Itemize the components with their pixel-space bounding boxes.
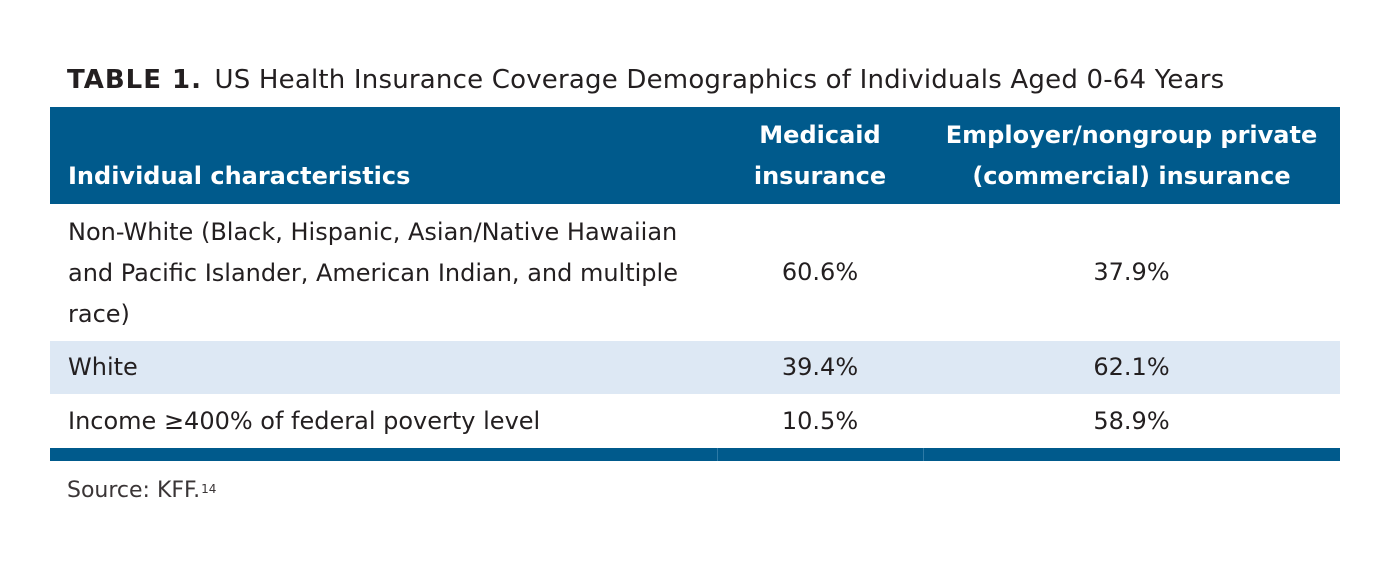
bottom-rule-segment	[718, 448, 924, 461]
table-row: Non-White (Black, Hispanic, Asian/Native…	[50, 204, 1340, 341]
table-title: US Health Insurance Coverage Demographic…	[214, 65, 1225, 95]
row-private-value: 62.1%	[1093, 353, 1170, 381]
table-label: TABLE 1.	[67, 65, 203, 95]
row-private-value: 58.9%	[1093, 406, 1170, 435]
bottom-rule-segment	[50, 448, 718, 461]
row-medicaid-value: 60.6%	[781, 258, 859, 286]
header-characteristics: Individual characteristics	[68, 162, 411, 190]
row-characteristic: Income ≥400% of federal poverty level	[68, 406, 541, 435]
coverage-table: Individual characteristics Medicaid insu…	[50, 107, 1340, 461]
source-note: Source: KFF.14	[67, 474, 216, 508]
table-row: White 39.4% 62.1%	[50, 341, 1340, 394]
row-medicaid-value: 10.5%	[781, 406, 859, 435]
table-header-row: Individual characteristics Medicaid insu…	[50, 107, 1340, 204]
row-characteristic: White	[68, 353, 138, 381]
bottom-rule-segment	[924, 448, 1340, 461]
row-private-value: 37.9%	[1093, 258, 1170, 286]
table-bottom-rule	[50, 448, 1340, 461]
header-private-insurance: Employer/nongroup private (commercial) i…	[945, 120, 1318, 190]
source-text: Source: KFF.	[67, 478, 201, 503]
row-characteristic: Non-White (Black, Hispanic, Asian/Native…	[68, 218, 678, 328]
table-row: Income ≥400% of federal poverty level 10…	[50, 394, 1340, 448]
row-medicaid-value: 39.4%	[781, 353, 859, 381]
table-caption: TABLE 1. US Health Insurance Coverage De…	[67, 62, 1224, 98]
header-medicaid: Medicaid insurance	[753, 120, 887, 190]
source-reference: 14	[201, 482, 217, 496]
